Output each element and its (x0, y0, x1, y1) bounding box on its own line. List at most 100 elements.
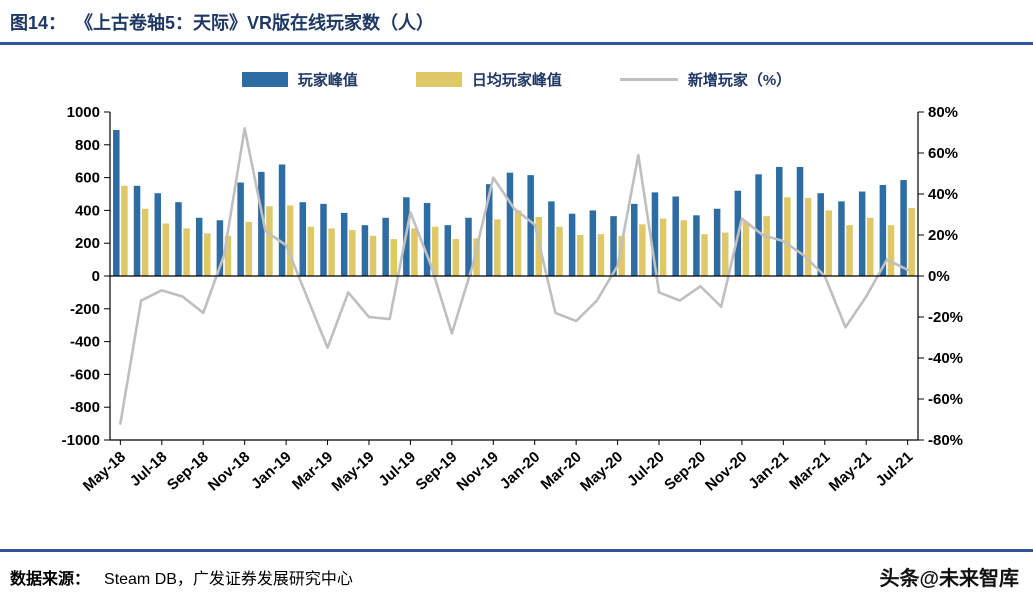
bar-玩家峰值-Feb-21 (796, 166, 804, 276)
bar-玩家峰值-May-19 (361, 225, 369, 276)
right-axis-tick-label: -60% (928, 391, 963, 408)
x-axis-tick-label: May-19 (328, 448, 377, 495)
bar-玩家峰值-Mar-21 (817, 193, 824, 276)
legend-swatch-daily-avg-peak (415, 72, 462, 87)
left-axis-tick-label: -400 (70, 334, 100, 351)
x-axis-tick-label: Sep-18 (164, 448, 212, 494)
x-axis-tick-label: Jan-19 (248, 448, 295, 492)
bar-玩家峰值-May-18 (113, 130, 120, 276)
bar-玩家峰值-Feb-19 (299, 202, 307, 276)
legend-item-daily-avg-peak: 日均玩家峰值 (415, 69, 562, 90)
right-axis-tick-label: -20% (928, 309, 963, 326)
legend-label-daily-avg-peak: 日均玩家峰值 (471, 72, 562, 89)
legend-item-new-players-pct: 新增玩家（%） (619, 69, 792, 90)
bar-玩家峰值-Jul-20 (651, 192, 659, 276)
bar-日均玩家峰值-Dec-19 (514, 210, 522, 276)
bar-玩家峰值-May-21 (858, 191, 866, 276)
left-axis-tick-label: 1000 (67, 104, 100, 121)
bar-玩家峰值-Aug-19 (423, 203, 431, 276)
bar-日均玩家峰值-Jul-18 (162, 223, 170, 276)
left-axis-tick-label: -1000 (62, 432, 100, 449)
figure-header: 图14： 《上古卷轴5：天际》VR版在线玩家数（人） (0, 0, 1033, 45)
legend-item-peak-players: 玩家峰值 (241, 69, 358, 90)
legend-label-new-players-pct: 新增玩家（%） (687, 72, 792, 89)
bar-玩家峰值-Feb-20 (548, 201, 555, 276)
bar-日均玩家峰值-Sep-20 (701, 234, 708, 276)
bar-玩家峰值-Jan-19 (278, 164, 286, 276)
bar-玩家峰值-Oct-19 (465, 217, 472, 276)
bar-玩家峰值-Apr-20 (589, 210, 597, 276)
bar-玩家峰值-Dec-20 (755, 174, 762, 276)
bar-日均玩家峰值-Mar-20 (576, 235, 584, 276)
bar-日均玩家峰值-Oct-18 (224, 235, 232, 276)
right-axis-tick-label: -40% (928, 350, 963, 367)
bar-玩家峰值-Jun-19 (382, 217, 389, 276)
legend-label-peak-players: 玩家峰值 (297, 72, 358, 89)
x-axis-tick-label: Jul-20 (624, 448, 668, 490)
left-axis-tick-label: -800 (70, 399, 100, 416)
bar-玩家峰值-Dec-18 (258, 171, 265, 276)
bar-玩家峰值-Sep-18 (195, 217, 203, 276)
bar-日均玩家峰值-Aug-19 (431, 226, 439, 276)
bar-玩家峰值-Jan-21 (776, 166, 783, 276)
bar-日均玩家峰值-Apr-21 (846, 225, 853, 276)
bar-日均玩家峰值-Dec-20 (763, 216, 770, 276)
bar-玩家峰值-Mar-20 (568, 213, 576, 276)
chart-legend: 玩家峰值 日均玩家峰值 新增玩家（%） (0, 69, 1033, 90)
bar-玩家峰值-Jun-18 (133, 185, 141, 276)
x-axis-tick-label: Nov-18 (205, 448, 254, 494)
figure-number: 图14： (10, 13, 67, 33)
bar-日均玩家峰值-Jun-21 (887, 225, 895, 276)
x-axis-tick-label: Nov-20 (702, 448, 751, 494)
right-axis-tick-label: 60% (928, 145, 958, 162)
x-axis-tick-label: Nov-19 (453, 448, 502, 494)
x-axis-tick-label: Mar-21 (786, 448, 833, 493)
bar-日均玩家峰值-Apr-20 (597, 234, 605, 276)
x-axis-tick-label: May-20 (577, 448, 626, 495)
figure-title: 《上古卷轴5：天际》VR版在线玩家数（人） (84, 13, 435, 33)
bar-玩家峰值-Jul-21 (900, 180, 907, 276)
bar-玩家峰值-Jun-20 (631, 203, 638, 276)
right-axis-tick-label: 20% (928, 227, 958, 244)
x-axis-tick-label: Sep-19 (413, 448, 461, 494)
bar-日均玩家峰值-Feb-21 (804, 198, 812, 276)
bar-玩家峰值-Nov-19 (485, 184, 493, 276)
bar-日均玩家峰值-Aug-20 (680, 220, 688, 276)
bar-玩家峰值-Jan-20 (527, 175, 534, 276)
bar-日均玩家峰值-Jan-21 (784, 197, 791, 276)
bar-日均玩家峰值-Feb-19 (307, 226, 315, 276)
bar-日均玩家峰值-May-18 (121, 185, 128, 276)
bar-日均玩家峰值-Nov-18 (245, 221, 252, 276)
data-source-text: Steam DB，广发证券发展研究中心 (104, 570, 353, 588)
x-axis-tick-label: Jul-19 (375, 448, 419, 490)
bar-日均玩家峰值-Nov-20 (742, 221, 750, 276)
bar-日均玩家峰值-Sep-19 (452, 239, 460, 276)
bar-玩家峰值-Jul-18 (154, 193, 161, 276)
bar-日均玩家峰值-May-21 (867, 217, 874, 276)
bar-玩家峰值-Oct-20 (713, 208, 721, 276)
data-source: 数据来源： Steam DB，广发证券发展研究中心 (10, 565, 353, 589)
bar-玩家峰值-Jun-21 (879, 184, 887, 276)
left-axis-tick-label: 800 (75, 137, 100, 154)
right-axis-tick-label: 40% (928, 186, 958, 203)
bar-日均玩家峰值-Nov-19 (494, 219, 501, 276)
bar-玩家峰值-Nov-18 (237, 182, 244, 276)
watermark-logo: 头条@未来智库 (879, 568, 1019, 590)
bar-日均玩家峰值-Feb-20 (556, 226, 563, 276)
bar-日均玩家峰值-Jun-18 (141, 208, 149, 276)
x-axis-tick-label: Jan-21 (745, 448, 792, 492)
bar-日均玩家峰值-Jul-21 (908, 207, 915, 276)
x-axis-tick-label: May-18 (80, 448, 129, 495)
bar-玩家峰值-Aug-20 (672, 196, 679, 276)
left-axis-tick-label: 200 (75, 235, 100, 252)
legend-line-swatch-new-players (619, 78, 678, 81)
bar-日均玩家峰值-Mar-21 (825, 210, 833, 276)
bar-玩家峰值-Mar-19 (320, 203, 327, 276)
data-source-label: 数据来源： (10, 570, 91, 588)
bar-玩家峰值-Aug-18 (175, 202, 182, 276)
bar-日均玩家峰值-Oct-19 (473, 238, 480, 276)
bar-日均玩家峰值-Jun-19 (390, 239, 397, 276)
figure-footer: 数据来源： Steam DB，广发证券发展研究中心 头条@未来智库 (0, 549, 1033, 603)
right-axis-tick-label: 80% (928, 104, 958, 121)
bar-玩家峰值-Apr-21 (838, 201, 845, 276)
